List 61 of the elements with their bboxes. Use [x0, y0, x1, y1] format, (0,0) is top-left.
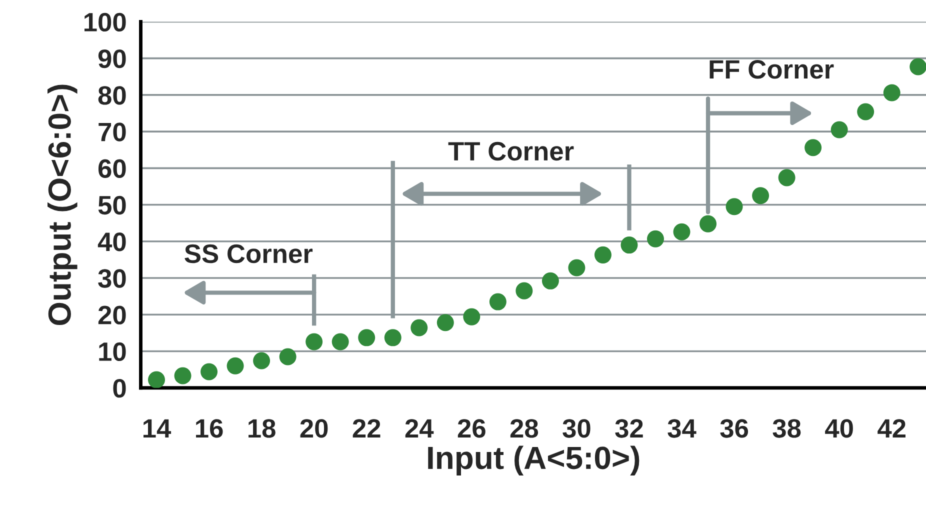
y-tick-label: 0 — [113, 378, 126, 398]
point — [226, 357, 244, 374]
x-tick-label: 30 — [562, 419, 590, 438]
x-tick-label: 38 — [772, 419, 801, 438]
y-tick-label: 60 — [98, 159, 126, 178]
point — [700, 215, 717, 232]
point — [752, 187, 770, 204]
point — [358, 329, 376, 346]
point — [306, 333, 323, 350]
point — [410, 319, 428, 336]
point — [910, 58, 926, 76]
point — [778, 169, 796, 186]
y-tick-label: 10 — [99, 342, 126, 362]
point — [542, 272, 559, 290]
y-tick-label: 40 — [98, 232, 126, 252]
y-tick-label: 100 — [84, 12, 126, 32]
y-tick-label: 70 — [98, 122, 126, 142]
x-tick-label: 42 — [878, 419, 906, 438]
x-tick-label: 24 — [405, 419, 434, 438]
point — [883, 84, 900, 102]
y-tick-label: 80 — [98, 86, 126, 105]
x-tick-label: 36 — [720, 419, 748, 438]
point — [568, 259, 586, 276]
y-tick-label: 30 — [98, 269, 126, 288]
annotation: TT Corner — [448, 142, 574, 161]
point — [804, 139, 822, 156]
point — [673, 223, 690, 240]
x-axis-title: Input (A<5:0>) — [428, 446, 640, 476]
x-tick-label: 32 — [615, 419, 643, 438]
point — [174, 367, 192, 384]
point — [516, 282, 533, 300]
x-tick-label: 18 — [248, 419, 276, 438]
x-tick-label: 26 — [458, 419, 486, 438]
annotation: SS Corner — [184, 244, 313, 264]
point — [148, 371, 166, 388]
x-tick-label: 34 — [668, 419, 696, 438]
x-tick-label: 20 — [300, 419, 328, 438]
annotation: FF Corner — [710, 60, 834, 79]
point — [279, 348, 296, 366]
point — [436, 314, 454, 332]
point — [489, 293, 506, 310]
point — [384, 329, 402, 346]
x-tick-label: 40 — [825, 419, 853, 438]
point — [200, 363, 218, 380]
x-tick-label: 14 — [143, 419, 172, 438]
point — [830, 121, 848, 138]
point — [857, 103, 874, 120]
y-tick-label: 20 — [98, 306, 126, 324]
point — [463, 308, 480, 326]
y-axis-title: Output (O<6:0>) — [48, 84, 78, 326]
point — [726, 198, 743, 216]
x-tick-label: 28 — [510, 419, 538, 438]
point — [332, 333, 349, 350]
x-tick-label: 22 — [352, 419, 380, 438]
point — [620, 236, 638, 254]
point — [253, 352, 270, 370]
y-tick-label: 50 — [98, 196, 126, 215]
point — [594, 246, 612, 264]
y-tick-label: 90 — [98, 49, 126, 68]
x-tick-label: 16 — [196, 419, 223, 438]
point — [646, 230, 664, 248]
